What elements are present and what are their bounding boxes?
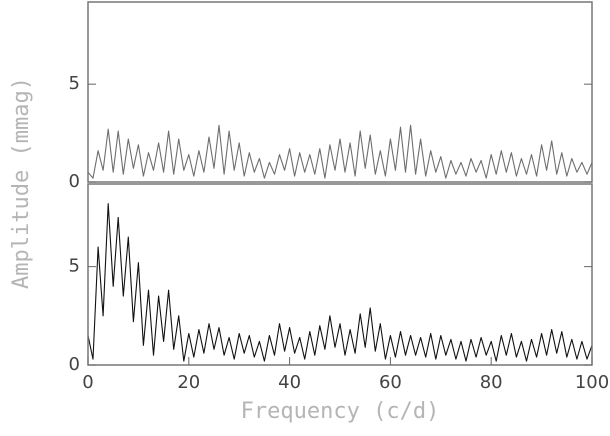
- x-tick-label: 20: [177, 372, 200, 393]
- x-tick-label: 60: [379, 372, 402, 393]
- x-tick-label: 40: [278, 372, 301, 393]
- spectrum-line: [87, 124, 593, 179]
- plot-frame: [87, 1, 593, 183]
- y-tick-label: 5: [69, 256, 80, 277]
- y-axis-label: Amplitude (mmag): [9, 77, 34, 289]
- x-axis-label: Frequency (c/d): [241, 399, 440, 424]
- y-tick-label: 0: [69, 171, 80, 192]
- y-tick-label: 0: [69, 354, 80, 375]
- x-tick-label: 100: [575, 372, 609, 393]
- x-tick-label: 80: [480, 372, 503, 393]
- plot-frame: [87, 183, 593, 366]
- y-tick-label: 5: [69, 73, 80, 94]
- spectrum-line: [87, 203, 593, 362]
- x-tick-label: 0: [82, 372, 93, 393]
